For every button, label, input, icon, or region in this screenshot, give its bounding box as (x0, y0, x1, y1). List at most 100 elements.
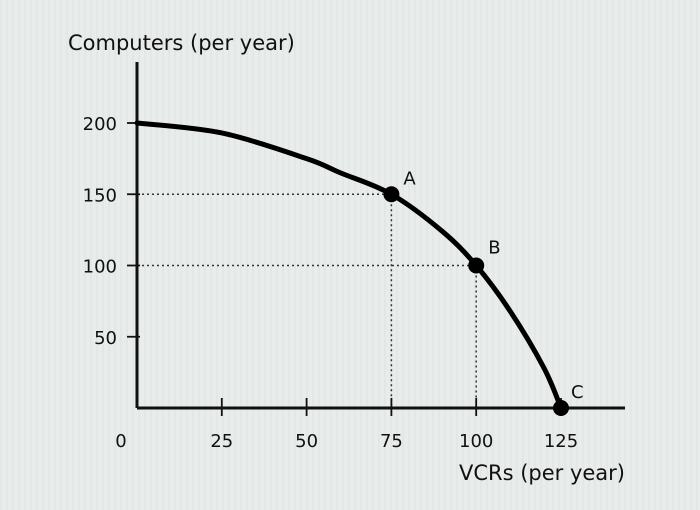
background-stripe (78, 0, 80, 510)
background-stripe (384, 0, 386, 510)
background-stripe (228, 0, 230, 510)
background-stripe (360, 0, 362, 510)
background-stripe (462, 0, 464, 510)
background-stripe (492, 0, 494, 510)
background-stripe (552, 0, 554, 510)
background-stripe (168, 0, 170, 510)
background-stripe (222, 0, 224, 510)
background-stripe (648, 0, 650, 510)
background-stripe (108, 0, 110, 510)
background-stripe (618, 0, 620, 510)
background-stripe (294, 0, 296, 510)
background-stripe (654, 0, 656, 510)
background-stripe (42, 0, 44, 510)
background-stripe (348, 0, 350, 510)
background-stripe (696, 0, 698, 510)
background-stripe (336, 0, 338, 510)
point-label-b: B (488, 238, 500, 259)
background-stripe (84, 0, 86, 510)
background-stripe (216, 0, 218, 510)
background-stripe (516, 0, 518, 510)
background-stripe (564, 0, 566, 510)
background-stripe (198, 0, 200, 510)
point-c (553, 400, 569, 416)
background-stripe (480, 0, 482, 510)
background-stripe (576, 0, 578, 510)
background-stripe (12, 0, 14, 510)
background-stripe (192, 0, 194, 510)
background-stripe (138, 0, 140, 510)
background-stripe (306, 0, 308, 510)
background-stripe (486, 0, 488, 510)
background-stripe (474, 0, 476, 510)
point-label-c: C (571, 382, 584, 403)
background-stripe (54, 0, 56, 510)
background-stripe (264, 0, 266, 510)
background-stripe (114, 0, 116, 510)
background-stripe (612, 0, 614, 510)
background-stripe (156, 0, 158, 510)
background-stripe (246, 0, 248, 510)
background-stripe (600, 0, 602, 510)
background-stripe (450, 0, 452, 510)
y-tick-label: 100 (83, 257, 117, 278)
background-stripe (300, 0, 302, 510)
background-stripe (282, 0, 284, 510)
background-stripe (522, 0, 524, 510)
y-tick-label: 50 (94, 328, 117, 349)
background-stripe (102, 0, 104, 510)
background-stripe (432, 0, 434, 510)
background-stripe (690, 0, 692, 510)
background-stripe (144, 0, 146, 510)
background-stripe (312, 0, 314, 510)
background-stripe (30, 0, 32, 510)
background-stripe (150, 0, 152, 510)
background-stripe (546, 0, 548, 510)
background-stripe (240, 0, 242, 510)
background-stripe (570, 0, 572, 510)
background-stripe (672, 0, 674, 510)
background-stripe (252, 0, 254, 510)
background-stripe (636, 0, 638, 510)
background-stripe (270, 0, 272, 510)
background-stripe (24, 0, 26, 510)
background-stripe (594, 0, 596, 510)
background-stripe (186, 0, 188, 510)
y-axis-title: Computers (per year) (68, 31, 295, 55)
x-tick-label: 25 (210, 431, 233, 452)
background-stripe (126, 0, 128, 510)
background-stripe (48, 0, 50, 510)
background-stripe (180, 0, 182, 510)
background-stripe (666, 0, 668, 510)
background-stripe (210, 0, 212, 510)
point-b (468, 257, 485, 274)
background-stripe (438, 0, 440, 510)
background-stripe (408, 0, 410, 510)
background-stripe (324, 0, 326, 510)
background-stripe (582, 0, 584, 510)
background-stripe (258, 0, 260, 510)
background-stripe (498, 0, 500, 510)
background-stripe (162, 0, 164, 510)
x-tick-label: 75 (380, 431, 403, 452)
background-stripe (642, 0, 644, 510)
background-stripe (174, 0, 176, 510)
background-stripe (36, 0, 38, 510)
background-stripe (504, 0, 506, 510)
background-stripe (18, 0, 20, 510)
background-stripe (288, 0, 290, 510)
background-stripe (510, 0, 512, 510)
background-stripe (558, 0, 560, 510)
background-stripe (426, 0, 428, 510)
background-stripe (444, 0, 446, 510)
background-stripe (354, 0, 356, 510)
y-tick-label: 150 (83, 185, 117, 206)
background-stripe (540, 0, 542, 510)
origin-label: 0 (115, 431, 126, 452)
x-axis-title: VCRs (per year) (459, 461, 625, 485)
point-a (383, 186, 400, 203)
background-stripe (630, 0, 632, 510)
background-stripe (528, 0, 530, 510)
background-stripe (588, 0, 590, 510)
